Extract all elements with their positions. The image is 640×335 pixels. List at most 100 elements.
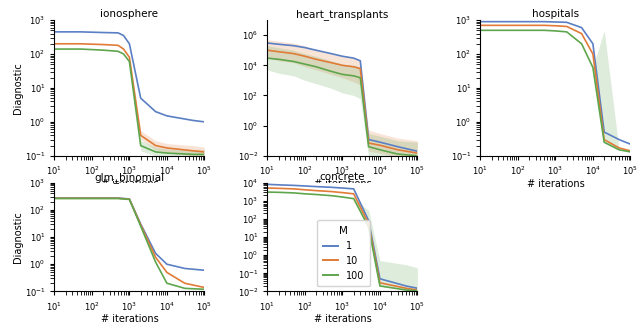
1	[615, 138, 623, 142]
1	[137, 222, 145, 226]
1	[327, 185, 335, 189]
Line: 10: 10	[54, 44, 204, 152]
10	[350, 192, 358, 196]
100	[301, 62, 308, 66]
1	[115, 196, 122, 200]
Line: 1: 1	[54, 32, 204, 122]
10	[301, 188, 308, 192]
Line: 10: 10	[268, 50, 417, 153]
10	[77, 196, 84, 200]
10	[339, 191, 346, 195]
X-axis label: # iterations: # iterations	[100, 314, 158, 324]
1	[413, 286, 421, 290]
10	[365, 141, 372, 145]
10	[350, 65, 358, 69]
10	[120, 47, 127, 51]
100	[200, 287, 208, 291]
10	[525, 23, 533, 27]
1	[200, 268, 208, 272]
Y-axis label: Diagnostic: Diagnostic	[13, 62, 23, 114]
1	[163, 114, 171, 118]
10	[77, 42, 84, 46]
100	[163, 281, 171, 285]
1	[62, 196, 70, 200]
1	[365, 137, 372, 141]
100	[376, 148, 384, 152]
100	[615, 148, 623, 152]
100	[627, 150, 634, 154]
X-axis label: # iterations: # iterations	[527, 179, 584, 189]
1	[376, 140, 384, 144]
1	[152, 110, 159, 114]
Line: 100: 100	[481, 30, 630, 152]
Title: ionosphere: ionosphere	[100, 9, 159, 19]
Title: concrete: concrete	[319, 172, 365, 182]
10	[189, 149, 197, 153]
100	[51, 197, 58, 201]
Line: 1: 1	[268, 184, 417, 288]
100	[350, 197, 358, 201]
100	[99, 197, 107, 201]
100	[77, 47, 84, 51]
1	[290, 44, 298, 48]
X-axis label: # iterations: # iterations	[314, 314, 371, 324]
100	[327, 194, 335, 198]
100	[125, 197, 133, 201]
100	[477, 28, 484, 32]
10	[339, 63, 346, 67]
1	[365, 219, 372, 223]
1	[413, 149, 421, 153]
10	[514, 23, 522, 27]
1	[99, 196, 107, 200]
10	[376, 281, 384, 285]
10	[365, 221, 372, 225]
10	[51, 196, 58, 200]
1	[99, 30, 107, 35]
100	[137, 144, 145, 148]
1	[403, 284, 410, 288]
X-axis label: # iterations: # iterations	[314, 179, 371, 189]
100	[525, 28, 533, 32]
10	[477, 23, 484, 27]
Line: 1: 1	[481, 22, 630, 144]
10	[125, 197, 133, 201]
1	[51, 196, 58, 200]
10	[200, 285, 208, 289]
10	[301, 54, 308, 58]
10	[125, 55, 133, 59]
100	[600, 140, 608, 144]
1	[137, 96, 145, 100]
10	[488, 23, 495, 27]
Line: 10: 10	[268, 188, 417, 290]
Title: glm_binomial: glm_binomial	[94, 172, 164, 183]
Line: 100: 100	[54, 49, 204, 154]
1	[115, 31, 122, 35]
10	[181, 281, 189, 285]
1	[312, 48, 320, 52]
10	[413, 288, 421, 292]
100	[264, 56, 271, 60]
10	[327, 190, 335, 194]
10	[88, 196, 96, 200]
1	[264, 41, 271, 45]
1	[514, 20, 522, 24]
100	[125, 60, 133, 64]
1	[264, 182, 271, 186]
100	[488, 28, 495, 32]
1	[589, 42, 596, 46]
10	[264, 48, 271, 52]
100	[356, 76, 364, 80]
X-axis label: # iterations: # iterations	[100, 179, 158, 189]
1	[503, 20, 511, 24]
1	[88, 30, 96, 34]
1	[339, 54, 346, 58]
100	[275, 57, 282, 61]
10	[394, 148, 402, 152]
1	[600, 130, 608, 134]
100	[290, 191, 298, 195]
10	[163, 270, 171, 274]
100	[312, 65, 320, 69]
100	[152, 150, 159, 154]
10	[275, 186, 282, 190]
1	[350, 187, 358, 191]
